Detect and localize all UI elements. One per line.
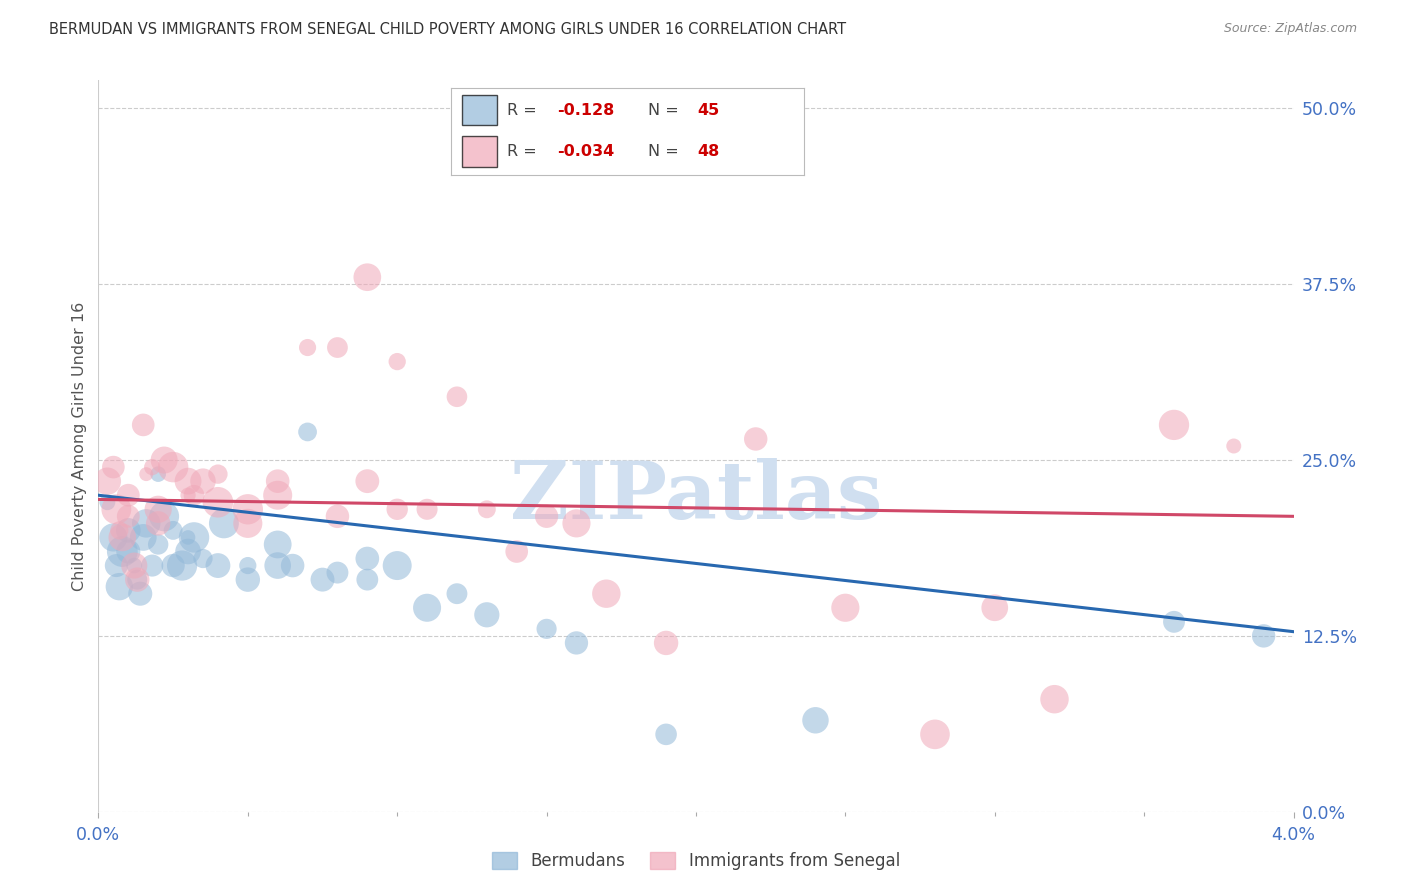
Point (153, 509, 176, 524)
Point (356, 270, 378, 285)
Point (385, 502, 409, 516)
Point (281, 558, 304, 573)
Text: BERMUDAN VS IMMIGRANTS FROM SENEGAL CHILD POVERTY AMONG GIRLS UNDER 16 CORRELATI: BERMUDAN VS IMMIGRANTS FROM SENEGAL CHIL… (49, 22, 846, 37)
Point (1163, 417, 1185, 432)
Point (141, 460, 163, 475)
Point (117, 488, 139, 502)
Point (297, 425, 319, 439)
Point (267, 558, 290, 573)
Point (416, 600, 439, 615)
Point (212, 516, 235, 531)
Point (141, 558, 163, 573)
Point (117, 524, 139, 538)
Point (191, 474, 214, 488)
Point (105, 558, 128, 573)
Point (565, 636, 588, 650)
Y-axis label: Child Poverty Among Girls Under 16: Child Poverty Among Girls Under 16 (72, 301, 87, 591)
Point (356, 551, 378, 566)
Point (267, 474, 290, 488)
Point (236, 558, 259, 573)
Point (446, 390, 468, 404)
Point (536, 622, 558, 636)
Point (148, 537, 170, 551)
Point (148, 467, 170, 482)
Point (207, 558, 229, 573)
Point (1222, 439, 1246, 453)
Point (536, 509, 558, 524)
Point (745, 432, 768, 446)
Point (207, 467, 229, 482)
Point (834, 600, 856, 615)
Point (111, 530, 134, 544)
Point (356, 474, 378, 488)
Point (103, 460, 125, 475)
Point (565, 516, 588, 531)
Point (105, 502, 128, 516)
Point (127, 573, 149, 587)
Point (148, 502, 170, 516)
Point (475, 502, 498, 516)
Point (162, 524, 184, 538)
Point (124, 558, 146, 573)
Text: ZIPatlas: ZIPatlas (510, 458, 882, 536)
Point (162, 558, 184, 573)
Point (385, 354, 409, 368)
Point (172, 558, 194, 573)
Point (1253, 629, 1275, 643)
Point (267, 488, 290, 502)
Point (117, 544, 139, 558)
Point (267, 537, 290, 551)
Text: Source: ZipAtlas.com: Source: ZipAtlas.com (1223, 22, 1357, 36)
Point (191, 551, 214, 566)
Point (129, 587, 152, 601)
Point (1163, 615, 1185, 629)
Point (177, 474, 200, 488)
Point (595, 587, 617, 601)
Point (124, 558, 146, 573)
Point (132, 530, 155, 544)
Point (1043, 692, 1066, 706)
Legend: Bermudans, Immigrants from Senegal: Bermudans, Immigrants from Senegal (485, 845, 907, 877)
Point (103, 530, 125, 544)
Point (385, 558, 409, 573)
Point (236, 573, 259, 587)
Point (983, 600, 1005, 615)
Point (183, 488, 205, 502)
Point (506, 544, 529, 558)
Point (326, 509, 349, 524)
Point (96, 474, 118, 488)
Point (108, 580, 131, 594)
Point (135, 516, 157, 531)
Point (326, 566, 349, 580)
Point (356, 573, 378, 587)
Point (183, 530, 205, 544)
Point (207, 495, 229, 509)
Point (132, 417, 155, 432)
Point (135, 467, 157, 482)
Point (655, 727, 678, 741)
Point (804, 714, 827, 728)
Point (111, 544, 134, 558)
Point (655, 636, 678, 650)
Point (297, 341, 319, 355)
Point (177, 488, 200, 502)
Point (108, 524, 131, 538)
Point (446, 587, 468, 601)
Point (162, 460, 184, 475)
Point (177, 544, 200, 558)
Point (924, 727, 946, 741)
Point (475, 607, 498, 622)
Point (236, 502, 259, 516)
Point (311, 573, 333, 587)
Point (236, 516, 259, 531)
Point (153, 453, 176, 467)
Point (416, 502, 439, 516)
Point (127, 573, 149, 587)
Point (117, 509, 139, 524)
Point (96, 495, 118, 509)
Point (148, 516, 170, 531)
Point (326, 341, 349, 355)
Point (177, 530, 200, 544)
